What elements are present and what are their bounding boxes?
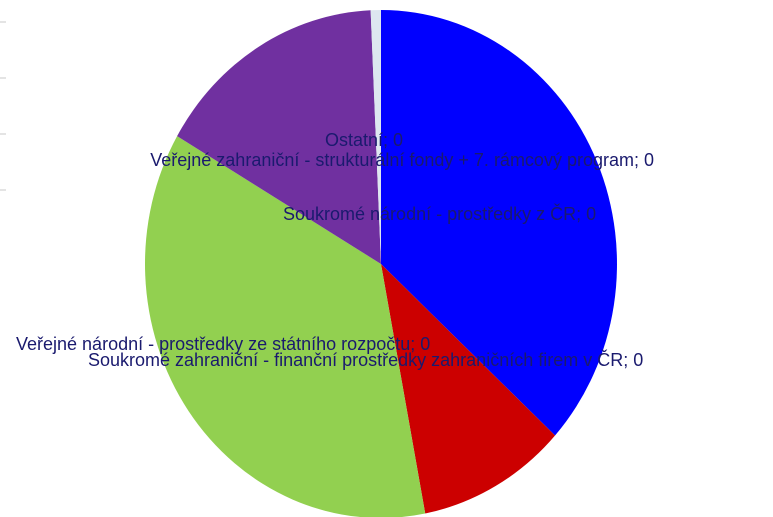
slice-label-soukrome-zahranicni: Soukromé zahraniční - finanční prostředk…	[88, 349, 643, 370]
pie-slice-3	[177, 10, 381, 264]
slice-label-verejne-zahranicni: Veřejné zahraniční - strukturální fondy …	[150, 150, 654, 170]
slice-label-soukrome-narodni: Soukromé národní - prostředky z ČR; 0	[283, 203, 596, 224]
left-tick-marks	[0, 21, 6, 191]
pie-labels: Ostatní; 0 Veřejné zahraniční - struktur…	[16, 130, 654, 370]
pie-slice-0	[381, 10, 617, 436]
pie-slices	[145, 10, 617, 517]
pie-slice-1	[381, 264, 556, 514]
slice-label-ostatni: Ostatní; 0	[325, 130, 403, 150]
pie-slice-2	[145, 136, 426, 517]
slice-label-verejne-narodni: Veřejné národní - prostředky ze státního…	[16, 334, 430, 354]
pie-slice-4	[370, 10, 381, 264]
